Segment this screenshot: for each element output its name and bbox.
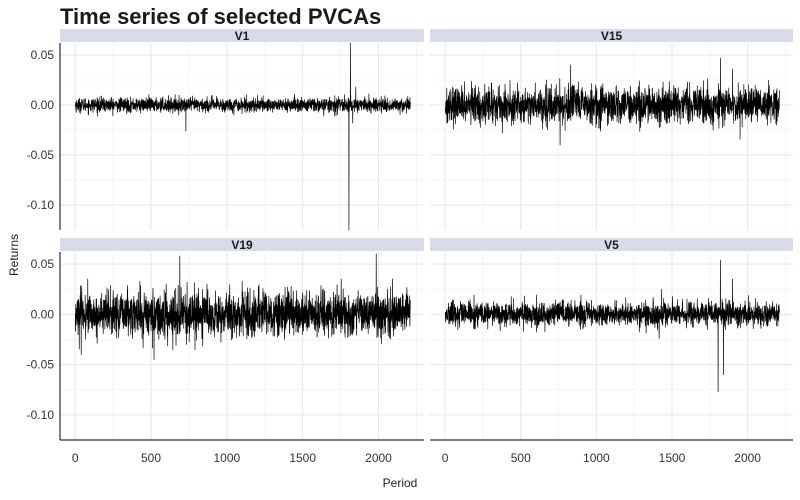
x-tick-label: 500 (141, 451, 161, 465)
chart-title: Time series of selected PVCAs (60, 4, 382, 29)
facet-label-v1: V1 (235, 29, 250, 43)
y-tick-label: 0.00 (31, 307, 55, 321)
y-tick-label: -0.10 (27, 198, 55, 212)
x-tick-label: 1500 (659, 451, 686, 465)
y-tick-label: -0.05 (27, 148, 55, 162)
series-line-v1 (74, 42, 411, 231)
x-tick-label: 2000 (734, 451, 761, 465)
facet-strip-v5 (430, 238, 793, 251)
x-tick-label: 0 (72, 451, 79, 465)
y-tick-label: 0.00 (31, 98, 55, 112)
facet-label-v15: V15 (601, 29, 623, 43)
facet-strip-v15 (430, 29, 793, 42)
y-tick-label: -0.10 (27, 408, 55, 422)
y-axis-label: Returns (7, 233, 21, 277)
x-tick-label: 1500 (289, 451, 316, 465)
facet-label-v5: V5 (604, 238, 619, 252)
facet-strip-v19 (60, 238, 424, 251)
x-tick-label: 1000 (583, 451, 610, 465)
x-tick-label: 1000 (213, 451, 240, 465)
x-axis-label: Period (382, 476, 418, 490)
y-tick-label: 0.05 (31, 48, 55, 62)
y-tick-label: -0.05 (27, 358, 55, 372)
x-tick-label: 0 (442, 451, 449, 465)
series-line-v15 (444, 57, 780, 146)
series-line-v5 (444, 259, 780, 393)
facet-label-v19: V19 (231, 238, 253, 252)
x-tick-label: 2000 (365, 451, 392, 465)
x-tick-label: 500 (511, 451, 531, 465)
series-line-v19 (74, 253, 411, 360)
facet-strip-v1 (60, 29, 424, 42)
y-tick-label: 0.05 (31, 257, 55, 271)
